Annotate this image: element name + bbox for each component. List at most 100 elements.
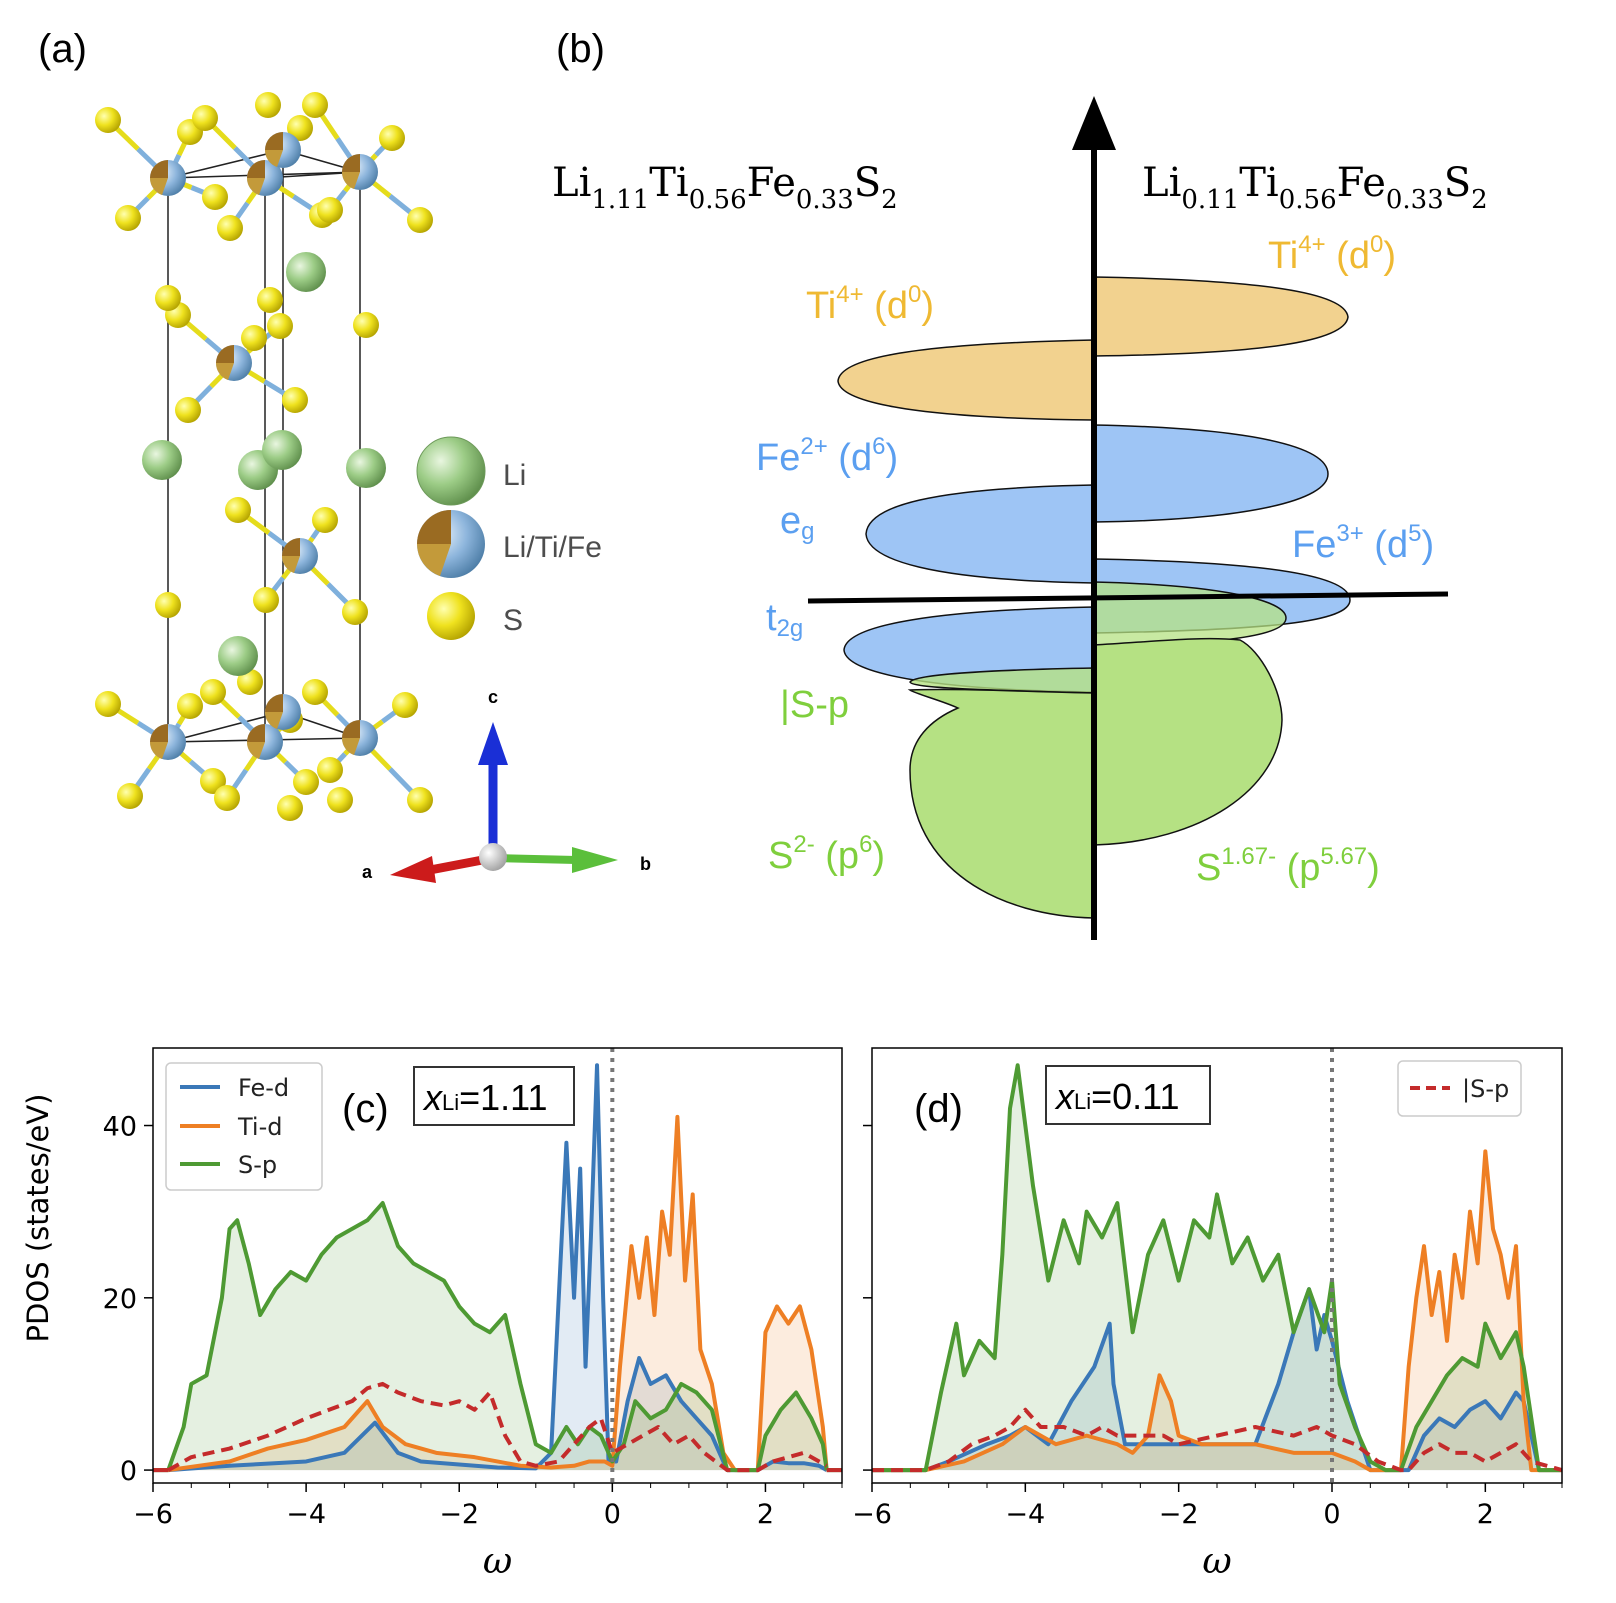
s-atom	[317, 757, 343, 783]
b-axis-head	[572, 847, 618, 873]
s-atom	[342, 599, 368, 625]
s-atom	[407, 207, 433, 233]
s-band-right	[1093, 637, 1283, 846]
s-atom	[287, 115, 313, 141]
label-ti-left: Ti4+ (d0)	[806, 281, 934, 327]
series-fill-sp	[168, 1203, 827, 1471]
label-s-left: S2- (p6)	[768, 831, 885, 877]
s-atom	[237, 669, 263, 695]
s-atom	[241, 325, 267, 351]
series-line-tid	[168, 1114, 829, 1473]
x-tick-label: −6	[133, 1499, 173, 1530]
a-axis-label: a	[362, 862, 373, 882]
s-atom	[192, 105, 218, 131]
s-atom	[379, 125, 405, 151]
mixed-site-atom	[149, 160, 186, 196]
s-atom	[353, 312, 379, 338]
svg-text:xLi=1.11: xLi=1.11	[422, 1077, 548, 1118]
mixed-site-atom	[281, 538, 318, 574]
y-axis-label: PDOS (states/eV)	[21, 1094, 55, 1343]
atoms	[95, 92, 433, 821]
x-tick-label: −2	[1159, 1499, 1199, 1530]
c-axis-head	[478, 722, 508, 765]
panel-label-b: (b)	[556, 27, 605, 71]
plot-area	[872, 1063, 1562, 1473]
x-tick-label: 0	[1323, 1499, 1340, 1530]
mixed-site-atom	[246, 160, 283, 196]
origin-sphere	[479, 843, 507, 871]
legend-c: Fe-d Ti-d S-p	[165, 1062, 323, 1191]
x-axis-label: ω	[1202, 1541, 1231, 1582]
annotation-c: xLi=1.11	[413, 1066, 575, 1126]
s-atom	[155, 592, 181, 618]
x-tick-label: −6	[852, 1499, 892, 1530]
s-atom	[155, 285, 181, 311]
s-atom	[293, 769, 319, 795]
mixed-site-atom	[215, 345, 252, 381]
fe-band-right-upper	[1093, 424, 1329, 523]
ti-band-right	[1093, 276, 1349, 357]
legend-li-icon	[416, 436, 486, 506]
legend-mixed-label: Li/Ti/Fe	[503, 531, 602, 564]
fermi-line	[807, 591, 1449, 604]
x-tick-label: −2	[439, 1499, 479, 1530]
label-s-right: S1.67- (p5.67)	[1196, 843, 1380, 889]
formula-right: Li0.11Ti0.56Fe0.33S2	[1142, 160, 1488, 215]
energy-axis-arrow	[1072, 96, 1116, 150]
b-axis-label: b	[640, 854, 651, 874]
s-atom	[175, 397, 201, 423]
mixed-site-atom	[149, 724, 186, 760]
legend-ti-label: Ti-d	[237, 1113, 282, 1141]
y-tick-label: 40	[103, 1112, 137, 1143]
li-atom	[346, 448, 386, 488]
s-atom	[392, 692, 418, 718]
s-atom	[115, 205, 141, 231]
s-atom	[257, 287, 283, 313]
s-atom	[302, 679, 328, 705]
label-eg: eg	[780, 500, 815, 545]
panel-label-a: (a)	[38, 27, 87, 71]
y-tick-label: 20	[103, 1284, 137, 1315]
fe-band-left-eg	[865, 484, 1095, 584]
legend-s-icon	[427, 592, 475, 640]
c-axis-label: c	[488, 687, 498, 707]
label-sp-hole: |S-p	[780, 684, 849, 726]
x-tick-label: 0	[604, 1499, 621, 1530]
series-fill-sp	[872, 1065, 1562, 1471]
series-line-sp	[166, 1201, 829, 1473]
mixed-site-atom	[341, 720, 378, 756]
band-schematic: Li1.11Ti0.56Fe0.33S2 Li0.11Ti0.56Fe0.33S…	[552, 96, 1488, 940]
s-atom	[277, 795, 303, 821]
s-atom	[302, 92, 328, 118]
li-atom	[286, 252, 326, 292]
svg-text:xLi=0.11: xLi=0.11	[1054, 1076, 1180, 1117]
legend-mixed-icon	[417, 510, 485, 578]
pdos-plot-d: −6 −4 −2 0 2 ω	[852, 1047, 1563, 1582]
x-tick-label: 2	[757, 1499, 774, 1530]
legend-d: |S-p	[1397, 1060, 1522, 1117]
s-atom	[317, 197, 343, 223]
s-atom	[225, 497, 251, 523]
s-atom	[214, 785, 240, 811]
panel-label-c: (c)	[342, 1087, 389, 1131]
legend-sp-hole-label: |S-p	[1462, 1075, 1509, 1103]
s-atom	[95, 107, 121, 133]
crystal-legend: Li Li/Ti/Fe S	[416, 436, 602, 640]
series-fill-tid	[872, 1151, 1562, 1471]
label-fe-right: Fe3+ (d5)	[1292, 520, 1434, 566]
formula-left: Li1.11Ti0.56Fe0.33S2	[552, 160, 898, 215]
s-atom	[407, 787, 433, 813]
series-line-sp	[167, 1381, 828, 1473]
legend-fe-label: Fe-d	[238, 1074, 289, 1102]
label-t2g: t2g	[766, 597, 803, 642]
mixed-site-atom	[341, 154, 378, 190]
crystal-structure	[95, 92, 433, 821]
s-atom	[267, 313, 293, 339]
li-atom	[218, 636, 258, 676]
s-atom	[253, 587, 279, 613]
mixed-site-atom	[264, 132, 301, 168]
panel-label-d: (d)	[914, 1087, 963, 1131]
s-atom	[200, 679, 226, 705]
